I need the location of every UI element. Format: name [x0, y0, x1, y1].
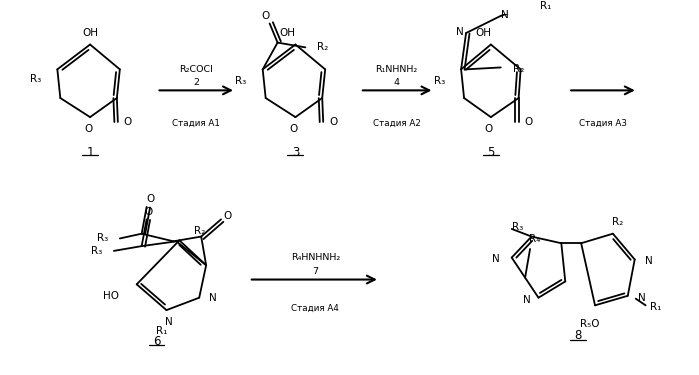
Text: R₃: R₃: [91, 246, 102, 256]
Text: HO: HO: [103, 291, 119, 301]
Text: R₂: R₂: [512, 64, 524, 74]
Text: R₂: R₂: [612, 217, 624, 227]
Text: O: O: [224, 210, 232, 220]
Text: Стадия A4: Стадия A4: [291, 304, 339, 313]
Text: O: O: [524, 117, 533, 127]
Text: R₂COCl: R₂COCl: [180, 65, 213, 74]
Text: Стадия A2: Стадия A2: [373, 119, 421, 128]
Text: O: O: [261, 11, 270, 21]
Text: R₂: R₂: [194, 226, 206, 236]
Text: N: N: [456, 27, 464, 37]
Text: N: N: [637, 293, 645, 303]
Text: O: O: [124, 117, 132, 127]
Text: N: N: [523, 295, 531, 304]
Text: 8: 8: [575, 329, 582, 342]
Text: R₁: R₁: [649, 302, 661, 312]
Text: R₁NHNH₂: R₁NHNH₂: [375, 65, 418, 74]
Text: 4: 4: [394, 78, 400, 87]
Text: 6: 6: [153, 335, 160, 348]
Text: N: N: [644, 256, 652, 266]
Text: OH: OH: [82, 28, 98, 38]
Text: 1: 1: [87, 146, 94, 159]
Text: N: N: [501, 10, 509, 20]
Text: 2: 2: [193, 78, 199, 87]
Text: O: O: [289, 124, 298, 134]
Text: R₁: R₁: [540, 1, 552, 11]
Text: N: N: [209, 293, 217, 303]
Text: R₄HNHNH₂: R₄HNHNH₂: [291, 253, 340, 262]
Text: R₃: R₃: [236, 76, 247, 86]
Text: R₃: R₃: [433, 76, 445, 86]
Text: N: N: [492, 255, 500, 264]
Text: Стадия A3: Стадия A3: [579, 119, 627, 128]
Text: OH: OH: [280, 28, 296, 38]
Text: O: O: [147, 194, 154, 204]
Text: O: O: [485, 124, 493, 134]
Text: R₄: R₄: [529, 234, 541, 244]
Text: N: N: [164, 316, 173, 327]
Text: O: O: [145, 207, 153, 217]
Text: O: O: [84, 124, 92, 134]
Text: O: O: [329, 117, 337, 127]
Text: 5: 5: [487, 146, 495, 159]
Text: Стадия A1: Стадия A1: [172, 119, 220, 128]
Text: R₂: R₂: [317, 42, 329, 52]
Text: R₃: R₃: [512, 222, 524, 232]
Text: 3: 3: [291, 146, 299, 159]
Text: R₁: R₁: [156, 326, 167, 336]
Text: R₃: R₃: [96, 234, 108, 243]
Text: OH: OH: [475, 28, 491, 38]
Text: 7: 7: [312, 267, 318, 276]
Text: R₅O: R₅O: [580, 320, 600, 330]
Text: R₃: R₃: [30, 74, 41, 84]
